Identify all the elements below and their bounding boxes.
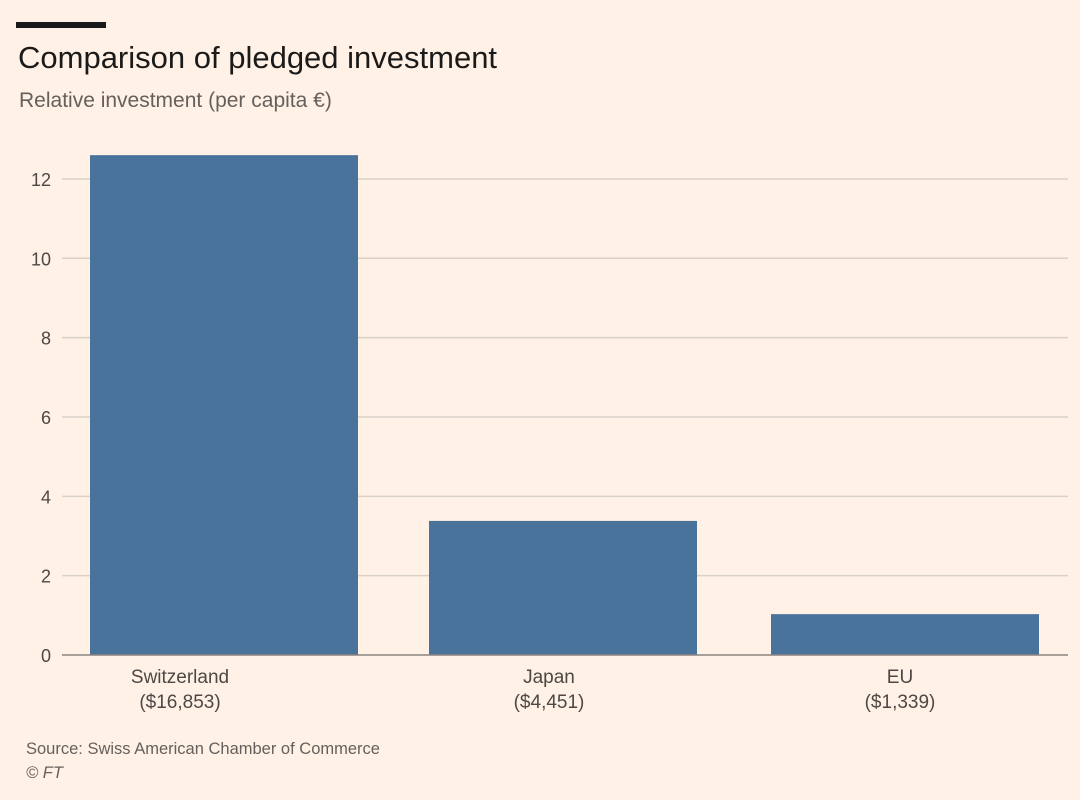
y-tick-label: 8 bbox=[41, 329, 51, 349]
source-note: Source: Swiss American Chamber of Commer… bbox=[26, 740, 380, 758]
copyright-note: © FT bbox=[26, 764, 63, 782]
y-tick-label: 6 bbox=[41, 408, 51, 428]
x-tick-label: Switzerland bbox=[131, 667, 229, 688]
x-tick-sublabel: ($4,451) bbox=[514, 692, 585, 713]
y-tick-label: 0 bbox=[41, 646, 51, 666]
bars bbox=[90, 155, 1039, 655]
y-tick-label: 12 bbox=[31, 170, 51, 190]
x-tick-sublabel: ($1,339) bbox=[865, 692, 936, 713]
y-tick-label: 4 bbox=[41, 487, 51, 507]
chart-title: Comparison of pledged investment bbox=[18, 40, 498, 75]
title-accent-bar bbox=[16, 22, 106, 28]
bar-switzerland bbox=[90, 155, 358, 655]
axes: 0 2 4 6 8 10 12 Switzerland ($16,853) Japan ($4,45… bbox=[31, 170, 1068, 713]
y-tick-label: 10 bbox=[31, 249, 51, 269]
bar-japan bbox=[429, 520, 697, 655]
x-tick-sublabel: ($16,853) bbox=[139, 692, 220, 713]
chart-subtitle: Relative investment (per capita €) bbox=[19, 89, 332, 112]
x-tick-label: EU bbox=[887, 667, 913, 688]
y-tick-label: 2 bbox=[41, 567, 51, 587]
bar-eu bbox=[771, 614, 1039, 655]
x-tick-label: Japan bbox=[523, 667, 575, 688]
